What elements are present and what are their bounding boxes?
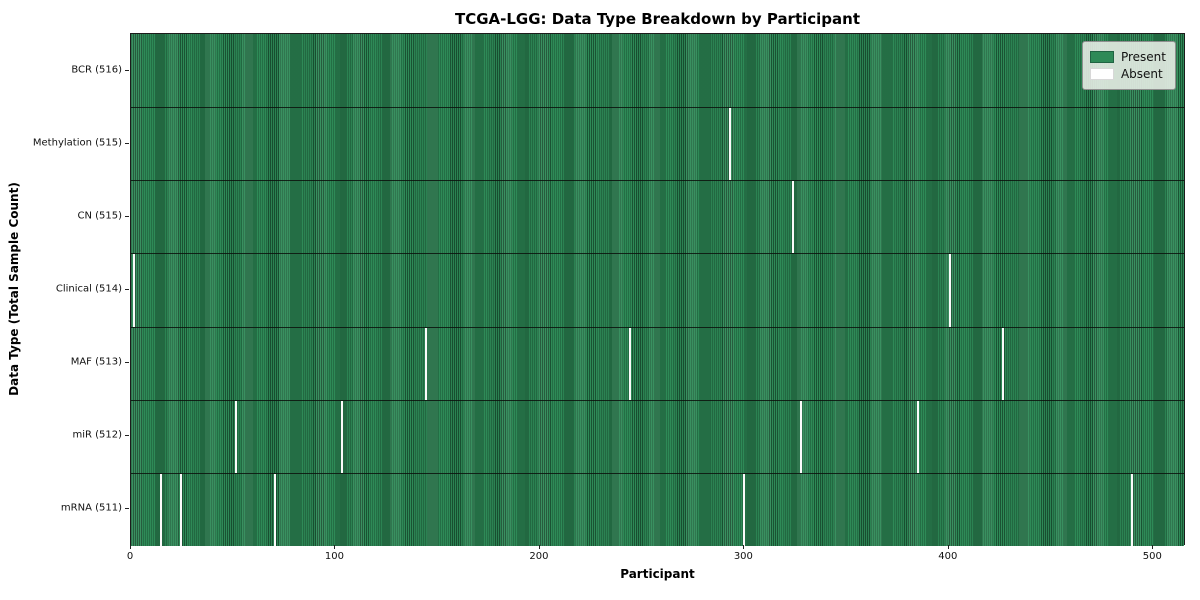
row-miR bbox=[131, 399, 1184, 473]
y-tick-mark bbox=[125, 215, 129, 217]
y-tick-label-Methylation: Methylation (515) bbox=[32, 137, 122, 149]
legend-entry: Absent bbox=[1089, 67, 1166, 81]
absent-line bbox=[728, 108, 731, 181]
absent-line bbox=[792, 181, 795, 254]
absent-line bbox=[133, 254, 136, 327]
legend-swatch-present bbox=[1089, 51, 1114, 63]
x-tick-mark bbox=[947, 545, 949, 549]
y-tick-mark bbox=[125, 142, 129, 144]
absent-line bbox=[1130, 473, 1133, 546]
x-tick-label: 300 bbox=[733, 551, 753, 562]
row-Clinical bbox=[131, 253, 1184, 327]
absent-line bbox=[743, 473, 746, 546]
absent-line bbox=[916, 400, 919, 473]
y-tick-label-miR: miR (512) bbox=[72, 429, 122, 441]
x-tick-label: 0 bbox=[126, 551, 134, 562]
y-tick-mark bbox=[125, 362, 129, 364]
absent-line bbox=[628, 327, 631, 400]
y-tick-mark bbox=[125, 69, 129, 71]
row-BCR bbox=[131, 34, 1184, 108]
x-tick-mark bbox=[1152, 545, 1154, 549]
x-tick-label: 200 bbox=[529, 551, 549, 562]
y-tick-mark bbox=[125, 435, 129, 437]
absent-line bbox=[949, 254, 952, 327]
y-tick-label-Clinical: Clinical (514) bbox=[55, 283, 122, 295]
absent-line bbox=[1002, 327, 1005, 400]
absent-line bbox=[159, 473, 162, 546]
row-CN bbox=[131, 180, 1184, 254]
absent-line bbox=[273, 473, 276, 546]
y-tick-label-BCR: BCR (516) bbox=[71, 64, 122, 76]
absent-line bbox=[800, 400, 803, 473]
row-mRNA bbox=[131, 472, 1184, 546]
legend: Present Absent bbox=[1081, 41, 1176, 90]
x-tick-mark bbox=[743, 545, 745, 549]
plot-area: Present Absent bbox=[130, 33, 1185, 546]
x-tick-mark bbox=[334, 545, 336, 549]
absent-line bbox=[179, 473, 182, 546]
y-tick-label-CN: CN (515) bbox=[77, 210, 122, 222]
x-tick-label: 100 bbox=[324, 551, 344, 562]
absent-line bbox=[341, 400, 344, 473]
y-tick-label-mRNA: mRNA (511) bbox=[60, 502, 122, 514]
x-axis-label: Participant bbox=[620, 567, 695, 581]
legend-swatch-absent bbox=[1089, 68, 1114, 80]
absent-line bbox=[424, 327, 427, 400]
row-Methylation bbox=[131, 107, 1184, 181]
chart-title: TCGA-LGG: Data Type Breakdown by Partici… bbox=[454, 10, 861, 28]
y-tick-label-MAF: MAF (513) bbox=[70, 356, 122, 368]
y-tick-mark bbox=[125, 508, 129, 510]
x-tick-mark bbox=[538, 545, 540, 549]
row-MAF bbox=[131, 326, 1184, 400]
x-tick-label: 500 bbox=[1142, 551, 1162, 562]
y-axis-label: Data Type (Total Sample Count) bbox=[7, 182, 21, 396]
x-tick-mark bbox=[130, 545, 131, 549]
x-tick-label: 400 bbox=[938, 551, 958, 562]
absent-line bbox=[235, 400, 238, 473]
legend-label: Absent bbox=[1120, 67, 1163, 81]
legend-label: Present bbox=[1120, 50, 1166, 64]
legend-entry: Present bbox=[1089, 50, 1166, 64]
y-tick-mark bbox=[125, 289, 129, 290]
